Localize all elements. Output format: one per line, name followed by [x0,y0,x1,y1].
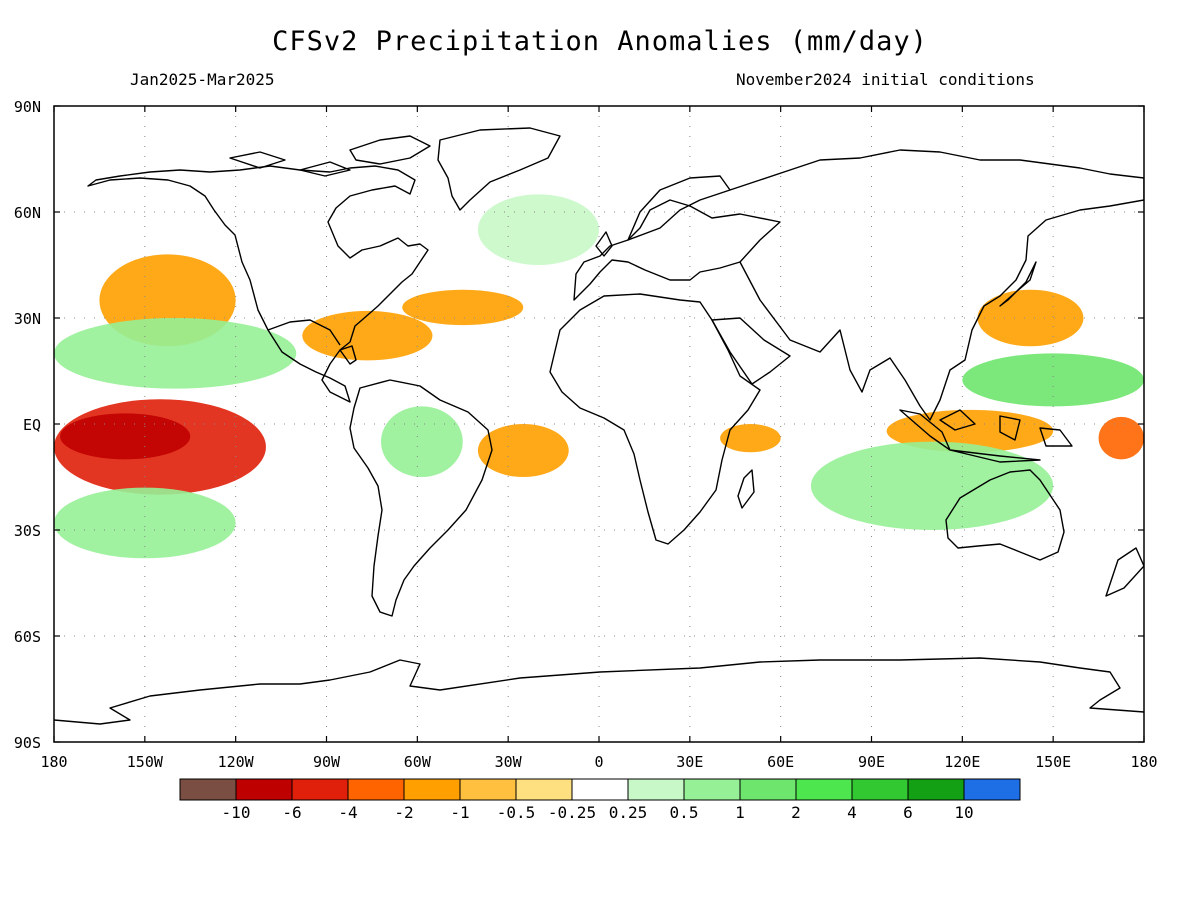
longitude-labels: 180 150W 120W 90W 60W 30W 0 30E 60E 90E 120E 150E 18… [40,753,1157,771]
anomaly-field [54,194,1144,559]
coastline-antarctica [54,657,1144,725]
colorbar-swatch [963,778,1021,801]
longitude-label: 180 [1130,753,1157,771]
coastline-europe [573,199,781,301]
colorbar-swatch [403,778,461,801]
colorbar-swatch [683,778,741,801]
coastline-africa [549,293,761,545]
colorbar-swatch [571,778,629,801]
latitude-labels: 90N 60N 30N EQ 30S 60S 90S [14,98,41,752]
colorbar-tick-label: 4 [847,803,857,822]
longitude-label: 90W [313,753,341,771]
anomaly-region-north-atlantic-wet [477,194,599,265]
anomaly-region-amazon-wet [381,406,463,477]
anomaly-region-tropical-north-pacific-wet [54,318,297,389]
colorbar-tick-label: 10 [954,803,973,822]
coastline-arabia [711,317,791,385]
longitude-label: 0 [594,753,603,771]
coastline-gulf [267,319,341,346]
coastlines [54,127,1144,725]
colorbar-swatch [235,778,293,801]
anomaly-region-subtropical-north-atlantic-dry [402,289,524,326]
coastline-australia [945,469,1065,561]
anomaly-region-australia-south-indian-ocean-wet [810,441,1054,530]
colorbar-tick-label: 2 [791,803,801,822]
coastline-scandinavia [627,175,731,241]
longitude-label: 60W [404,753,432,771]
colorbar-tick-label: -0.25 [548,803,596,822]
anomaly-region-equatorial-indian-ocean-dry [720,424,781,453]
colorbar-swatch [907,778,965,801]
colorbar-tick-label: -0.5 [497,803,536,822]
coastline-florida [339,345,357,365]
colorbar-swatch [795,778,853,801]
anomaly-region-central-equatorial-pacific-core [60,413,191,460]
colorbar-tick-label: -10 [222,803,251,822]
colorbar-tick-label: -4 [338,803,357,822]
forecast-period: Jan2025-Mar2025 [130,70,275,89]
colorbar-swatch [291,778,349,801]
longitude-label: 30W [495,753,523,771]
coastline-new-zealand [1105,547,1144,597]
coastline-british-isles [595,231,613,257]
colorbar-swatch [179,778,237,801]
colorbar-swatch [515,778,573,801]
latitude-label: 90S [14,734,41,752]
longitude-label: 60E [767,753,794,771]
longitude-label: 180 [40,753,67,771]
colorbar-tick-label: -2 [394,803,413,822]
initial-conditions-label: November2024 initial conditions [736,70,1035,89]
coastline-indonesia [899,409,1073,463]
colorbar-swatch [347,778,405,801]
coastline-japan [999,261,1037,307]
longitude-label: 90E [858,753,885,771]
anomaly-region-gulf-of-mexico-dry [302,310,433,361]
coastline-asia [729,149,1144,421]
latitude-label: 30N [14,310,41,328]
colorbar-tick-label: 0.25 [609,803,648,822]
colorbar-swatch [459,778,517,801]
colorbar-tick-label: 1 [735,803,745,822]
chart-title: CFSv2 Precipitation Anomalies (mm/day) [272,26,928,57]
anomaly-region-northwest-pacific-dry [977,289,1084,347]
latitude-label: 60N [14,204,41,222]
colorbar-swatch [851,778,909,801]
longitude-label: 150W [127,753,164,771]
longitude-label: 120E [944,753,980,771]
colorbar-swatch [739,778,797,801]
coastline-south-america [349,379,493,617]
colorbar: -10 -6 -4 -2 -1 -0.5 -0.25 0.25 0.5 1 2 4 6 10 [179,778,1021,822]
colorbar-tick-label: -6 [282,803,301,822]
latitude-label: 90N [14,98,41,116]
colorbar-swatch [627,778,685,801]
latitude-label: EQ [23,416,41,434]
longitude-label: 30E [676,753,703,771]
longitude-label: 120W [218,753,255,771]
anomaly-region-equatorial-atlantic-dry [477,424,569,477]
colorbar-tick-label: -1 [450,803,469,822]
anomaly-region-south-pacific-wet [54,487,236,559]
graticule [54,106,1144,742]
latitude-label: 30S [14,522,41,540]
coastline-madagascar [737,469,755,509]
anomaly-region-tropical-west-pacific-wet [962,353,1144,407]
anomaly-region-date-line-west-dry [1098,416,1144,460]
longitude-label: 150E [1035,753,1071,771]
latitude-label: 60S [14,628,41,646]
axis-ticks [53,105,1145,743]
coastline-greenland [437,127,561,211]
coastline-arctic-islands [229,135,431,177]
colorbar-tick-label: 6 [903,803,913,822]
colorbar-tick-label: 0.5 [670,803,699,822]
